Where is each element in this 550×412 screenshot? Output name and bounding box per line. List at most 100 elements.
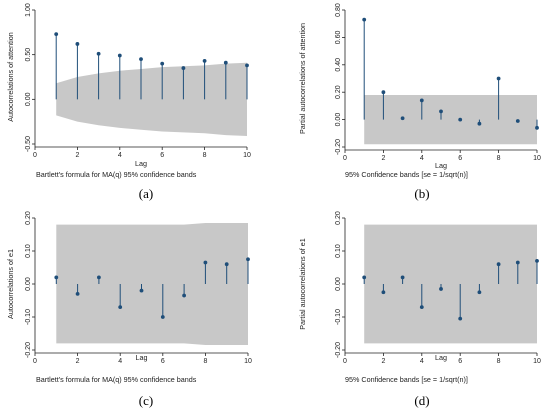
x-tick-label: 2 — [75, 152, 79, 159]
y-axis-label: Partial autocorrelations of attention — [298, 23, 307, 134]
panel-d: -0.20 -0.10 0.00 0.10 0.20 0 2 4 6 8 10 Partial aut… — [288, 208, 550, 408]
x-axis-label: Lag — [136, 353, 148, 362]
stem-marker-lag-4 — [419, 98, 424, 103]
stem-marker-lag-2 — [381, 290, 386, 295]
x-axis-label: Lag — [435, 161, 447, 170]
stem-marker-lag-6 — [458, 316, 463, 321]
y-tick-label: 0.00 — [335, 113, 342, 127]
y-tick-label: -0.20 — [25, 342, 32, 358]
x-tick-label: 6 — [161, 358, 165, 365]
stem-marker-lag-2 — [75, 42, 80, 46]
stem-marker-lag-7 — [477, 290, 482, 295]
stem-marker-lag-7 — [181, 66, 186, 70]
x-tick-label: 10 — [244, 358, 252, 365]
stem-marker-lag-4 — [118, 305, 123, 309]
y-axis-label: Partial autocorrelations of e1 — [298, 238, 307, 330]
y-tick-label: 1.00 — [25, 3, 32, 17]
x-tick-label: 6 — [458, 155, 462, 162]
x-tick-label: 0 — [343, 155, 347, 162]
stem-marker-lag-6 — [160, 61, 165, 66]
stem-marker-lag-9 — [515, 119, 520, 123]
stem-marker-lag-10 — [246, 257, 250, 262]
panel-label: (c) — [139, 393, 153, 408]
stem-marker-lag-8 — [496, 76, 501, 81]
x-tick-label: 8 — [203, 152, 207, 159]
y-tick-label: 0.00 — [335, 277, 342, 291]
stem-marker-lag-10 — [535, 259, 539, 263]
y-axis-label: Autocorrelations of e1 — [6, 249, 15, 319]
stem-marker-lag-4 — [117, 53, 122, 58]
stem-marker-lag-3 — [96, 51, 101, 56]
band-note: Bartlett's formula for MA(q) 95% confide… — [36, 375, 197, 384]
x-tick-label: 10 — [533, 358, 541, 365]
x-axis-label: Lag — [135, 159, 147, 168]
panel-b: -0.20 0.00 0.20 0.40 0.60 0.80 0 2 4 6 8 10 Partial … — [288, 2, 550, 201]
y-tick-label: -0.20 — [335, 139, 342, 155]
stem-marker-lag-8 — [203, 260, 208, 265]
x-tick-label: 6 — [160, 152, 164, 159]
y-tick-label: 0.20 — [25, 211, 32, 225]
y-axis-label: Autocorrelations of attention — [6, 32, 15, 122]
x-axis-label: Lag — [435, 353, 447, 362]
y-tick-label: 0.20 — [335, 85, 342, 99]
panel-a: -0.50 0.00 0.50 1.00 0 2 4 6 8 10 Autocorrelations… — [6, 2, 274, 201]
y-tick-label: -0.10 — [25, 309, 32, 325]
panel-label: (a) — [139, 186, 153, 201]
x-tick-label: 10 — [243, 152, 251, 159]
x-tick-label: 4 — [118, 152, 122, 159]
y-tick-label: 0.60 — [335, 30, 342, 44]
stem-marker-lag-1 — [362, 275, 367, 280]
x-tick-label: 4 — [420, 155, 424, 162]
stem-marker-lag-5 — [139, 288, 144, 293]
y-tick-label: -0.10 — [335, 309, 342, 325]
confidence-band — [364, 94, 537, 145]
stem-marker-lag-1 — [54, 32, 59, 37]
stem-marker-lag-10 — [245, 63, 249, 68]
y-tick-label: -0.20 — [335, 342, 342, 358]
stem-marker-lag-9 — [223, 60, 228, 65]
y-tick-label: 0.00 — [25, 277, 32, 291]
x-tick-label: 0 — [343, 358, 347, 365]
x-tick-label: 2 — [381, 358, 385, 365]
confidence-band — [56, 62, 248, 136]
x-tick-label: 6 — [458, 358, 462, 365]
x-tick-label: 0 — [33, 152, 37, 159]
y-tick-label: 0.20 — [335, 211, 342, 225]
panel-background — [288, 2, 550, 182]
confidence-band — [56, 222, 248, 346]
y-tick-label: 0.00 — [25, 92, 32, 106]
x-tick-label: 4 — [420, 358, 424, 365]
y-tick-label: 0.80 — [335, 3, 342, 17]
stem-marker-lag-2 — [75, 292, 80, 296]
x-tick-label: 8 — [497, 358, 501, 365]
stem-marker-lag-3 — [97, 275, 101, 280]
stem-marker-lag-9 — [515, 260, 520, 265]
stem-marker-lag-7 — [182, 293, 187, 298]
stem-marker-lag-7 — [477, 121, 482, 126]
stem-marker-lag-5 — [439, 109, 443, 114]
stem-marker-lag-1 — [362, 17, 367, 22]
stem-marker-lag-9 — [224, 262, 229, 267]
x-tick-label: 8 — [203, 358, 207, 365]
stem-marker-lag-3 — [400, 116, 405, 121]
stem-marker-lag-4 — [419, 305, 424, 309]
stem-marker-lag-5 — [139, 57, 143, 62]
panel-label: (b) — [414, 186, 429, 201]
stem-marker-lag-2 — [381, 90, 386, 95]
stem-marker-lag-10 — [535, 125, 539, 130]
stem-marker-lag-1 — [54, 275, 59, 280]
panel-label: (d) — [414, 393, 429, 408]
band-note: Bartlett's formula for MA(q) 95% confide… — [36, 170, 197, 179]
band-note: 95% Confidence bands [se = 1/sqrt(n)] — [345, 170, 468, 179]
stem-marker-lag-3 — [400, 275, 405, 280]
x-tick-label: 0 — [33, 358, 37, 365]
confidence-band — [364, 224, 537, 344]
stem-marker-lag-8 — [496, 262, 501, 267]
y-tick-label: 0.10 — [335, 244, 342, 258]
x-tick-label: 4 — [118, 358, 122, 365]
x-tick-label: 2 — [76, 358, 80, 365]
y-tick-label: 0.10 — [25, 244, 32, 258]
stem-marker-lag-6 — [458, 117, 463, 122]
y-tick-label: 0.50 — [25, 48, 32, 62]
y-tick-label: -0.50 — [25, 136, 32, 152]
